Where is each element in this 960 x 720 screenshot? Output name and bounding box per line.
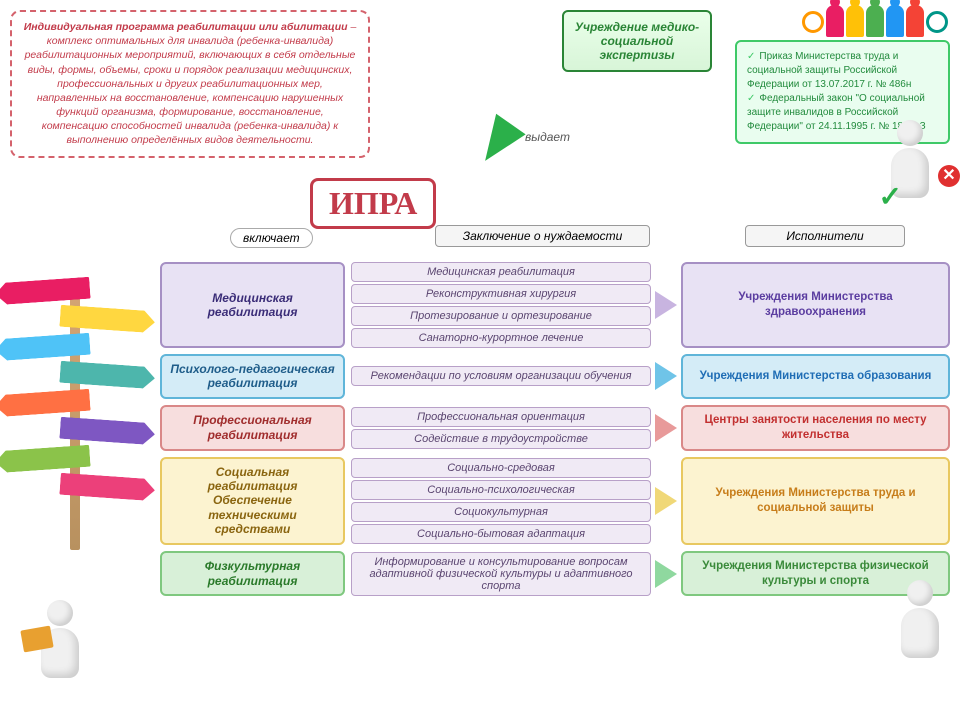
person-reading-icon bbox=[30, 600, 90, 690]
conclusion-item: Социально-бытовая адаптация bbox=[351, 524, 651, 544]
rehab-row: Социальная реабилитация Обеспечение техн… bbox=[160, 457, 950, 545]
rehab-row: Профессиональная реабилитацияПрофессиона… bbox=[160, 405, 950, 451]
arrow-right-icon bbox=[651, 354, 681, 399]
executor-box: Учреждения Министерства труда и социальн… bbox=[681, 457, 950, 545]
person-icon bbox=[886, 5, 904, 37]
conclusion-item: Рекомендации по условиям организации обу… bbox=[351, 366, 651, 386]
header-conclusion: Заключение о нуждаемости bbox=[435, 225, 650, 247]
items-column: Рекомендации по условиям организации обу… bbox=[351, 354, 651, 399]
conclusion-item: Социокультурная bbox=[351, 502, 651, 522]
category-box: Психолого-педагогическая реабилитация bbox=[160, 354, 345, 399]
people-icons bbox=[802, 5, 948, 37]
arrow-right-icon bbox=[651, 405, 681, 451]
person-icon bbox=[826, 5, 844, 37]
person-3d-icon bbox=[890, 580, 950, 670]
executor-box: Учреждения Министерства здравоохранения bbox=[681, 262, 950, 348]
check-icon: ✓ bbox=[747, 51, 755, 62]
category-box: Медицинская реабилитация bbox=[160, 262, 345, 348]
items-column: Социально-средоваяСоциально-психологичес… bbox=[351, 457, 651, 545]
definition-title: Индивидуальная программа реабилитации ил… bbox=[24, 21, 348, 33]
category-box: Профессиональная реабилитация bbox=[160, 405, 345, 451]
check-icon: ✓ bbox=[747, 93, 755, 104]
definition-text: – комплекс оптимальных для инвалида (реб… bbox=[25, 21, 357, 146]
conclusion-item: Содействие в трудоустройстве bbox=[351, 429, 651, 449]
checkmark-icon: ✓ bbox=[879, 180, 902, 213]
items-column: Информирование и консультирование вопрос… bbox=[351, 551, 651, 597]
arrow-down-icon bbox=[470, 114, 525, 172]
rehab-row: Медицинская реабилитацияМедицинская реаб… bbox=[160, 262, 950, 348]
person-icon bbox=[846, 5, 864, 37]
conclusion-item: Информирование и консультирование вопрос… bbox=[351, 552, 651, 596]
arrow-right-icon bbox=[651, 457, 681, 545]
conclusion-item: Социально-средовая bbox=[351, 458, 651, 478]
issues-label: выдает bbox=[525, 130, 570, 144]
executor-box: Учреждения Министерства образования bbox=[681, 354, 950, 399]
cross-icon: ✕ bbox=[938, 165, 960, 187]
ipra-title: ИПРА bbox=[310, 178, 436, 229]
conclusion-item: Санаторно-курортное лечение bbox=[351, 328, 651, 348]
rehab-row: Физкультурная реабилитацияИнформирование… bbox=[160, 551, 950, 597]
includes-label: включает bbox=[230, 228, 313, 248]
conclusion-item: Социально-психологическая bbox=[351, 480, 651, 500]
executor-box: Центры занятости населения по месту жите… bbox=[681, 405, 950, 451]
conclusion-item: Реконструктивная хирургия bbox=[351, 284, 651, 304]
items-column: Медицинская реабилитацияРеконструктивная… bbox=[351, 262, 651, 348]
category-box: Социальная реабилитация Обеспечение техн… bbox=[160, 457, 345, 545]
arrow-right-icon bbox=[651, 551, 681, 597]
arrow-right-icon bbox=[651, 262, 681, 348]
law-1: Приказ Министерства труда и социальной з… bbox=[747, 51, 911, 90]
conclusion-item: Протезирование и ортезирование bbox=[351, 306, 651, 326]
wheelchair-icon bbox=[926, 11, 948, 33]
person-icon bbox=[866, 5, 884, 37]
rehab-row: Психолого-педагогическая реабилитация Рек… bbox=[160, 354, 950, 399]
header-executors: Исполнители bbox=[745, 225, 905, 247]
rehabilitation-rows: Медицинская реабилитацияМедицинская реаб… bbox=[160, 262, 950, 602]
items-column: Профессиональная ориентацияСодействие в … bbox=[351, 405, 651, 451]
conclusion-item: Медицинская реабилитация bbox=[351, 262, 651, 282]
institution-box: Учреждение медико-социальной экспертизы bbox=[562, 10, 712, 72]
category-box: Физкультурная реабилитация bbox=[160, 551, 345, 597]
wheelchair-icon bbox=[802, 11, 824, 33]
signpost-graphic bbox=[0, 240, 160, 560]
conclusion-item: Профессиональная ориентация bbox=[351, 407, 651, 427]
person-icon bbox=[906, 5, 924, 37]
definition-box: Индивидуальная программа реабилитации ил… bbox=[10, 10, 370, 158]
